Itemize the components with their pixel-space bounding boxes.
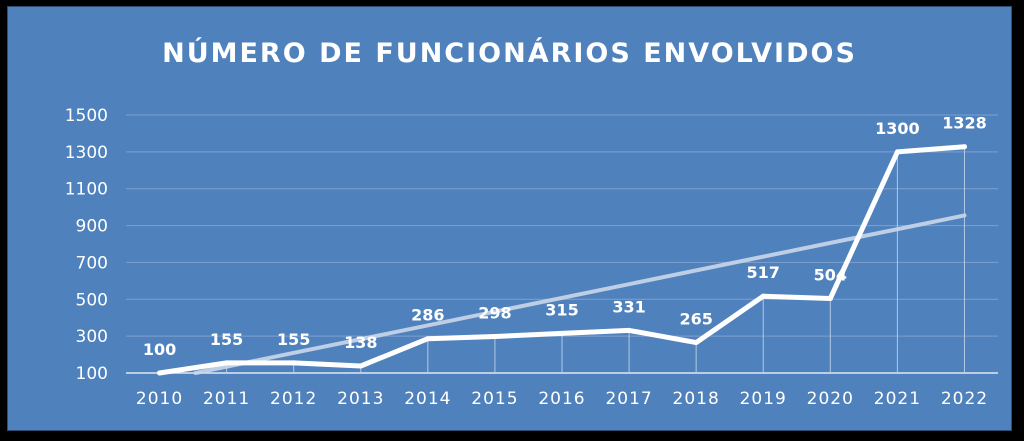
- x-tick-label: 2012: [270, 389, 317, 409]
- x-axis-labels: 2010 2011 2012 2013 2014 2015 2016 2017 2018 2019…: [136, 389, 988, 409]
- chart-title: NÚMERO DE FUNCIONÁRIOS ENVOLVIDOS: [162, 38, 857, 69]
- data-label: 155: [277, 330, 310, 349]
- data-point: [626, 327, 632, 333]
- y-tick-label: 900: [76, 217, 108, 237]
- y-tick-label: 300: [76, 327, 108, 347]
- data-labels: 100 155 155 138 286 298 315 331 265 517 504 1300 132…: [143, 114, 987, 359]
- y-tick-label: 1500: [65, 106, 108, 126]
- data-point: [827, 296, 833, 302]
- data-point: [961, 144, 967, 150]
- y-tick-label: 100: [76, 364, 108, 384]
- y-tick-label: 500: [76, 290, 108, 310]
- data-point: [291, 360, 297, 366]
- data-label: 265: [679, 310, 712, 329]
- data-point: [492, 334, 498, 340]
- x-tick-label: 2015: [471, 389, 518, 409]
- x-tick-label: 2019: [740, 389, 787, 409]
- data-label: 315: [545, 300, 578, 319]
- x-tick-label: 2010: [136, 389, 183, 409]
- data-point: [559, 330, 565, 336]
- data-point: [760, 293, 766, 299]
- data-point: [693, 340, 699, 346]
- x-tick-label: 2022: [941, 389, 988, 409]
- trendline-segment: [193, 213, 967, 375]
- x-tick-label: 2011: [203, 389, 250, 409]
- data-point: [358, 363, 364, 369]
- data-label: 517: [747, 263, 780, 282]
- data-label: 298: [478, 304, 511, 323]
- chart-frame: NÚMERO DE FUNCIONÁRIOS ENVOLVIDOS 100 300…: [7, 6, 1012, 431]
- data-label: 155: [210, 330, 243, 349]
- data-label: 1300: [875, 119, 920, 138]
- data-label: 1328: [942, 114, 987, 133]
- x-tick-label: 2014: [404, 389, 451, 409]
- data-label: 100: [143, 340, 176, 359]
- data-label: 138: [344, 333, 377, 352]
- y-axis-labels: 100 300 500 700 900 1100 1300 1500: [65, 106, 108, 384]
- x-tick-label: 2016: [538, 389, 585, 409]
- data-point: [157, 370, 163, 376]
- x-tick-label: 2021: [874, 389, 921, 409]
- line-chart: 100 300 500 700 900 1100 1300 1500 2010 2011 2012…: [65, 106, 998, 409]
- data-point: [224, 360, 230, 366]
- x-tick-label: 2013: [337, 389, 384, 409]
- data-point: [425, 336, 431, 342]
- y-tick-label: 700: [76, 253, 108, 273]
- x-tick-label: 2018: [673, 389, 720, 409]
- data-label: 286: [411, 306, 444, 325]
- data-label: 504: [814, 266, 847, 285]
- y-tick-label: 1300: [65, 143, 108, 163]
- data-label: 331: [612, 297, 645, 316]
- trendline: [193, 213, 967, 375]
- series-line: [157, 144, 967, 376]
- x-tick-label: 2017: [605, 389, 652, 409]
- data-point: [894, 149, 900, 155]
- y-tick-label: 1100: [65, 180, 108, 200]
- x-tick-label: 2020: [807, 389, 854, 409]
